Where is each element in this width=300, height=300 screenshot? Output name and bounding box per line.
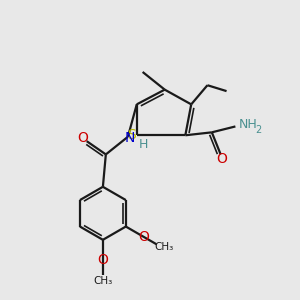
Text: CH₃: CH₃ (154, 242, 173, 252)
Text: H: H (139, 139, 148, 152)
Text: O: O (78, 130, 88, 145)
Text: 2: 2 (255, 125, 262, 135)
Text: O: O (217, 152, 228, 166)
Text: O: O (98, 254, 108, 267)
Text: S: S (127, 128, 136, 142)
Text: O: O (138, 230, 149, 244)
Text: N: N (124, 131, 135, 145)
Text: NH: NH (238, 118, 257, 131)
Text: CH₃: CH₃ (93, 276, 112, 286)
